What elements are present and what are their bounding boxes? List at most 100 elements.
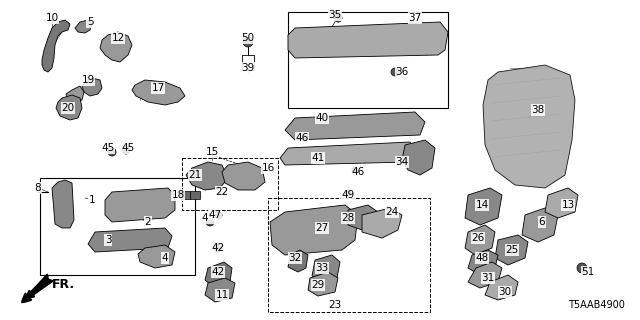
Bar — [288, 12, 448, 108]
Polygon shape — [180, 191, 190, 199]
Text: 24: 24 — [385, 207, 399, 217]
Text: 32: 32 — [289, 253, 301, 263]
Polygon shape — [52, 180, 74, 228]
Text: 23: 23 — [328, 300, 342, 310]
Circle shape — [391, 68, 399, 76]
Polygon shape — [205, 262, 232, 288]
Text: 42: 42 — [211, 267, 225, 277]
Text: 17: 17 — [152, 83, 164, 93]
Text: 49: 49 — [341, 190, 355, 200]
Circle shape — [214, 244, 222, 252]
Polygon shape — [42, 20, 70, 72]
Text: 22: 22 — [216, 187, 228, 197]
Text: 36: 36 — [396, 67, 408, 77]
Bar — [182, 158, 278, 210]
Text: 13: 13 — [561, 200, 575, 210]
Text: 12: 12 — [111, 33, 125, 43]
Text: 27: 27 — [316, 223, 328, 233]
Circle shape — [214, 211, 222, 219]
Polygon shape — [56, 95, 82, 120]
Polygon shape — [483, 65, 575, 188]
Text: 8: 8 — [35, 183, 42, 193]
Polygon shape — [495, 235, 528, 265]
Polygon shape — [362, 208, 402, 238]
Text: 4: 4 — [162, 253, 168, 263]
Bar — [242, 55, 254, 70]
Polygon shape — [190, 191, 200, 199]
Text: 46: 46 — [351, 167, 365, 177]
Polygon shape — [75, 20, 92, 33]
Polygon shape — [545, 188, 578, 218]
Text: 37: 37 — [408, 13, 422, 23]
Text: 6: 6 — [539, 217, 545, 227]
Polygon shape — [288, 22, 448, 58]
Polygon shape — [132, 80, 185, 105]
Polygon shape — [66, 86, 84, 103]
Polygon shape — [288, 250, 308, 272]
Circle shape — [345, 190, 351, 196]
Text: 21: 21 — [188, 170, 202, 180]
Text: 11: 11 — [216, 290, 228, 300]
Polygon shape — [186, 162, 228, 190]
Polygon shape — [138, 245, 175, 268]
Text: 18: 18 — [172, 190, 184, 200]
Text: 35: 35 — [328, 10, 342, 20]
Polygon shape — [348, 205, 378, 230]
Text: 38: 38 — [531, 105, 545, 115]
Text: 5: 5 — [86, 17, 93, 27]
Text: 28: 28 — [341, 213, 355, 223]
Polygon shape — [465, 188, 502, 225]
Text: 25: 25 — [506, 245, 518, 255]
Polygon shape — [105, 188, 175, 222]
Bar — [40, 178, 195, 275]
Text: 33: 33 — [316, 263, 328, 273]
Polygon shape — [82, 78, 102, 96]
Polygon shape — [285, 112, 425, 140]
Text: 40: 40 — [316, 113, 328, 123]
Bar — [268, 198, 430, 312]
Text: 42: 42 — [211, 243, 225, 253]
Text: 20: 20 — [61, 103, 75, 113]
Text: 34: 34 — [396, 157, 408, 167]
Polygon shape — [468, 262, 502, 288]
Polygon shape — [402, 140, 435, 175]
Circle shape — [352, 167, 358, 173]
Text: 15: 15 — [205, 147, 219, 157]
Text: 45: 45 — [202, 213, 214, 223]
Text: 14: 14 — [476, 200, 488, 210]
Circle shape — [334, 14, 342, 22]
Text: 10: 10 — [45, 13, 59, 23]
Circle shape — [108, 148, 116, 156]
Text: T5AAB4900: T5AAB4900 — [568, 300, 625, 310]
Text: 19: 19 — [81, 75, 95, 85]
Text: 26: 26 — [472, 233, 484, 243]
Text: 45: 45 — [122, 143, 134, 153]
Text: 50: 50 — [241, 33, 255, 43]
Polygon shape — [312, 255, 340, 282]
Polygon shape — [100, 32, 132, 62]
Text: 29: 29 — [312, 280, 324, 290]
Text: 45: 45 — [101, 143, 115, 153]
Text: 46: 46 — [296, 133, 308, 143]
Text: 39: 39 — [241, 63, 255, 73]
Circle shape — [122, 146, 130, 154]
Polygon shape — [222, 162, 265, 190]
Text: 48: 48 — [476, 253, 488, 263]
Text: 31: 31 — [481, 273, 495, 283]
Circle shape — [577, 263, 587, 273]
Polygon shape — [308, 272, 338, 296]
Circle shape — [243, 37, 253, 47]
Text: 41: 41 — [312, 153, 324, 163]
Text: FR.: FR. — [52, 278, 75, 292]
Text: 1: 1 — [89, 195, 95, 205]
Circle shape — [302, 135, 308, 141]
Text: 30: 30 — [499, 287, 511, 297]
Polygon shape — [465, 225, 495, 255]
Polygon shape — [522, 208, 558, 242]
Polygon shape — [468, 250, 498, 274]
Text: 16: 16 — [261, 163, 275, 173]
Polygon shape — [280, 142, 415, 165]
Text: 51: 51 — [581, 267, 595, 277]
Text: 2: 2 — [145, 217, 151, 227]
Text: 3: 3 — [105, 235, 111, 245]
